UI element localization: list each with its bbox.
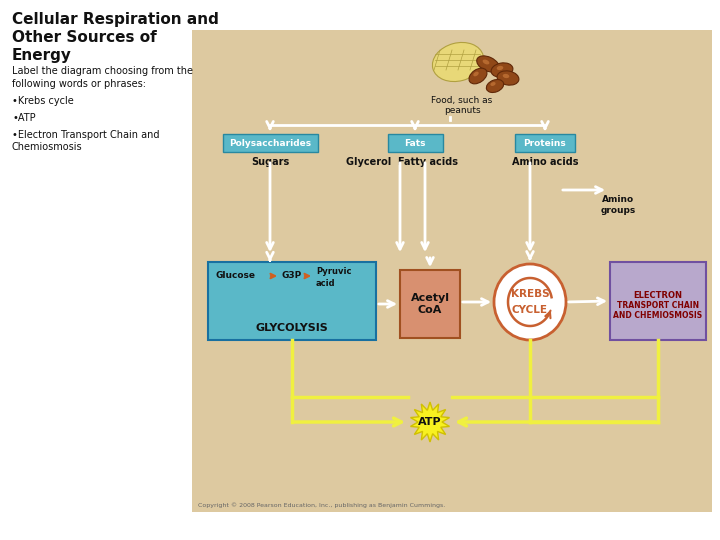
Text: Amino acids: Amino acids <box>512 157 578 167</box>
Text: Other Sources of: Other Sources of <box>12 30 157 45</box>
Ellipse shape <box>490 82 495 86</box>
FancyBboxPatch shape <box>208 262 376 340</box>
Bar <box>192 30 712 512</box>
FancyBboxPatch shape <box>387 134 443 152</box>
Text: Energy: Energy <box>12 48 72 63</box>
Text: Polysaccharides: Polysaccharides <box>229 138 311 147</box>
Text: Amino
groups: Amino groups <box>600 195 636 215</box>
Text: Copyright © 2008 Pearson Education, Inc., publishing as Benjamin Cummings.: Copyright © 2008 Pearson Education, Inc.… <box>198 502 445 508</box>
Ellipse shape <box>482 59 490 64</box>
Ellipse shape <box>486 79 504 92</box>
Ellipse shape <box>503 74 509 78</box>
Text: Glycerol  Fatty acids: Glycerol Fatty acids <box>346 157 458 167</box>
Text: ATP: ATP <box>418 417 442 427</box>
Text: Label the diagram choosing from the: Label the diagram choosing from the <box>12 66 193 76</box>
Text: Food, such as: Food, such as <box>431 96 492 105</box>
Text: Sugars: Sugars <box>251 157 289 167</box>
Text: TRANSPORT CHAIN: TRANSPORT CHAIN <box>617 300 699 309</box>
Text: Acetyl
CoA: Acetyl CoA <box>410 293 449 315</box>
Text: CYCLE: CYCLE <box>512 305 548 315</box>
Text: GLYCOLYSIS: GLYCOLYSIS <box>256 323 328 333</box>
Text: •Electron Transport Chain and: •Electron Transport Chain and <box>12 130 160 140</box>
Ellipse shape <box>477 56 499 72</box>
Ellipse shape <box>494 264 566 340</box>
Text: G3P: G3P <box>282 272 302 280</box>
Text: AND CHEMIOSMOSIS: AND CHEMIOSMOSIS <box>613 310 703 320</box>
Text: Proteins: Proteins <box>523 138 567 147</box>
Text: KREBS: KREBS <box>510 289 549 299</box>
Text: ELECTRON: ELECTRON <box>634 291 683 300</box>
Ellipse shape <box>497 71 519 85</box>
FancyBboxPatch shape <box>222 134 318 152</box>
Polygon shape <box>410 402 449 442</box>
Text: •Krebs cycle: •Krebs cycle <box>12 96 73 106</box>
Text: Cellular Respiration and: Cellular Respiration and <box>12 12 219 27</box>
Text: acid: acid <box>316 280 336 288</box>
FancyBboxPatch shape <box>610 262 706 340</box>
Text: Pyruvic: Pyruvic <box>316 267 351 275</box>
Ellipse shape <box>491 63 513 77</box>
Text: peanuts: peanuts <box>444 106 480 115</box>
FancyBboxPatch shape <box>515 134 575 152</box>
Text: Glucose: Glucose <box>216 272 256 280</box>
Ellipse shape <box>473 72 479 76</box>
Ellipse shape <box>469 68 487 84</box>
FancyBboxPatch shape <box>400 270 460 338</box>
Text: following words or phrases:: following words or phrases: <box>12 79 146 89</box>
Text: •ATP: •ATP <box>12 113 35 123</box>
Ellipse shape <box>497 66 503 70</box>
Text: Chemiosmosis: Chemiosmosis <box>12 142 83 152</box>
Text: Fats: Fats <box>404 138 426 147</box>
Ellipse shape <box>433 43 484 82</box>
